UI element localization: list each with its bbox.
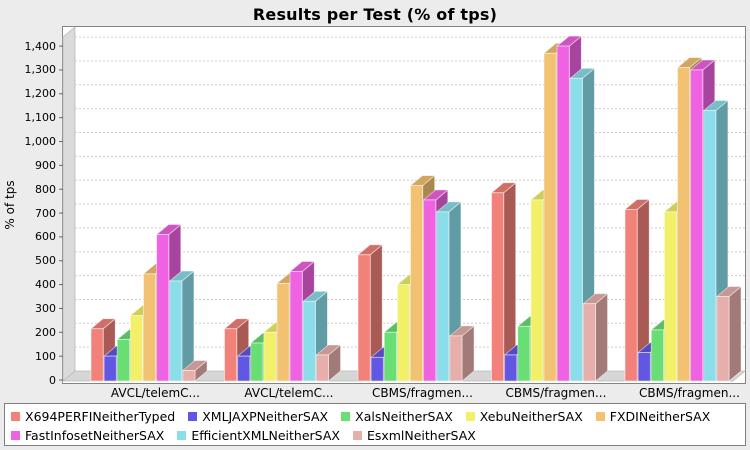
bar-X694PERFINeitherTyped [90, 328, 104, 382]
bar-X694PERFINeitherTyped [624, 209, 638, 382]
bar-XalsNeitherSAX [383, 331, 397, 382]
bar-EsxmlNeitherSAX [449, 335, 463, 382]
category-label: AVCL/telemC... [244, 386, 334, 400]
bar-EsxmlNeitherSAX [582, 303, 596, 382]
legend-label: X694PERFINeitherTyped [25, 409, 176, 424]
legend-label: FXDINeitherSAX [609, 409, 711, 424]
legend-item: XebuNeitherSAX [465, 407, 583, 426]
bar-EfficientXMLNeitherSAX [703, 110, 717, 382]
bar-XebuNeitherSAX [396, 284, 411, 382]
legend-swatch-icon [341, 412, 351, 421]
bar-side-EsxmlNeitherSAX [595, 292, 608, 382]
bar-FXDINeitherSAX [677, 67, 691, 382]
bar-FXDINeitherSAX [543, 52, 557, 382]
legend-item: XMLJAXPNeitherSAX [188, 407, 328, 426]
bar-FXDINeitherSAX [276, 282, 290, 382]
bar-EsxmlNeitherSAX [315, 354, 329, 382]
legend-swatch-icon [188, 412, 198, 421]
y-tick-label: 800 [35, 182, 56, 196]
legend-label: EfficientXMLNeitherSAX [191, 428, 340, 443]
plot-area [59, 26, 747, 384]
y-tick-label: 1,200 [24, 87, 57, 101]
chart-title: Results per Test (% of tps) [252, 5, 498, 24]
bar-EfficientXMLNeitherSAX [569, 77, 583, 382]
legend-label: XalsNeitherSAX [355, 409, 453, 424]
y-tick-label: 1,300 [24, 63, 57, 77]
legend-label: FastInfosetNeitherSAX [25, 428, 165, 443]
y-tick-label: 500 [35, 254, 56, 268]
y-tick-label: 700 [35, 206, 56, 220]
y-tick-label: 1,100 [24, 111, 57, 125]
bar-FastInfosetNeitherSAX [690, 69, 704, 382]
category-label: CBMS/fragmen... [639, 386, 740, 400]
bar-EfficientXMLNeitherSAX [436, 211, 450, 382]
legend-item: X694PERFINeitherTyped [11, 407, 175, 426]
y-tick-label: 0 [49, 373, 56, 387]
category-label: AVCL/telemC... [110, 386, 200, 400]
bar-FXDINeitherSAX [410, 185, 424, 382]
legend-swatch-icon [465, 412, 475, 421]
legend-item: FastInfosetNeitherSAX [11, 426, 164, 445]
y-tick-label: 400 [35, 278, 56, 292]
legend-item: FXDINeitherSAX [595, 407, 711, 426]
category-label: CBMS/fragmen... [372, 386, 473, 400]
legend-swatch-icon [11, 412, 20, 421]
legend-item: EfficientXMLNeitherSAX [177, 426, 340, 445]
bar-EfficientXMLNeitherSAX [169, 280, 183, 382]
y-tick-label: 1,000 [24, 135, 57, 148]
bar-XalsNeitherSAX [116, 339, 130, 382]
bar-EfficientXMLNeitherSAX [302, 300, 316, 382]
legend-label: EsxmlNeitherSAX [366, 428, 476, 443]
bar-XebuNeitherSAX [663, 211, 678, 382]
legend: X694PERFINeitherTyped XMLJAXPNeitherSAX Xa… [4, 403, 746, 446]
category-label: CBMS/fragmen... [505, 386, 607, 400]
bar-EsxmlNeitherSAX [182, 370, 196, 382]
legend-label: XebuNeitherSAX [479, 409, 583, 424]
legend-item: EsxmlNeitherSAX [352, 426, 476, 445]
bar-XalsNeitherSAX [650, 329, 664, 382]
y-tick-label: 900 [35, 158, 56, 172]
legend-swatch-icon [352, 431, 362, 440]
bar-EsxmlNeitherSAX [716, 296, 730, 382]
legend-swatch-icon [595, 412, 605, 421]
y-tick-label: 600 [35, 230, 56, 244]
bar-FXDINeitherSAX [143, 273, 157, 382]
y-tick-label: 300 [35, 301, 56, 315]
bar-XebuNeitherSAX [530, 199, 544, 382]
bar-X694PERFINeitherTyped [357, 254, 371, 382]
bar-XebuNeitherSAX [263, 331, 277, 382]
wall-left [62, 26, 76, 382]
bar-XMLJAXPNeitherSAX [237, 355, 251, 382]
bar-XMLJAXPNeitherSAX [504, 354, 518, 382]
bar-FastInfosetNeitherSAX [423, 199, 437, 382]
bar-XalsNeitherSAX [517, 325, 531, 382]
bar-FastInfosetNeitherSAX [556, 45, 570, 382]
bar-X694PERFINeitherTyped [224, 328, 238, 382]
legend-swatch-icon [177, 431, 187, 440]
bar-XMLJAXPNeitherSAX [637, 352, 651, 382]
bar-XMLJAXPNeitherSAX [370, 356, 384, 382]
legend-swatch-icon [11, 431, 20, 440]
y-tick-label: 200 [35, 325, 56, 339]
bar-FastInfosetNeitherSAX [289, 271, 303, 382]
bar-XalsNeitherSAX [250, 342, 264, 382]
bar-XebuNeitherSAX [129, 315, 144, 382]
bar-side-EsxmlNeitherSAX [728, 285, 742, 382]
y-tick-label: 100 [35, 349, 56, 363]
bar-X694PERFINeitherTyped [491, 192, 505, 382]
bar-FastInfosetNeitherSAX [156, 234, 170, 382]
legend-item: XalsNeitherSAX [341, 407, 453, 426]
legend-label: XMLJAXPNeitherSAX [202, 409, 329, 424]
y-tick-label: 1,400 [24, 39, 57, 53]
bar-XMLJAXPNeitherSAX [103, 355, 117, 382]
